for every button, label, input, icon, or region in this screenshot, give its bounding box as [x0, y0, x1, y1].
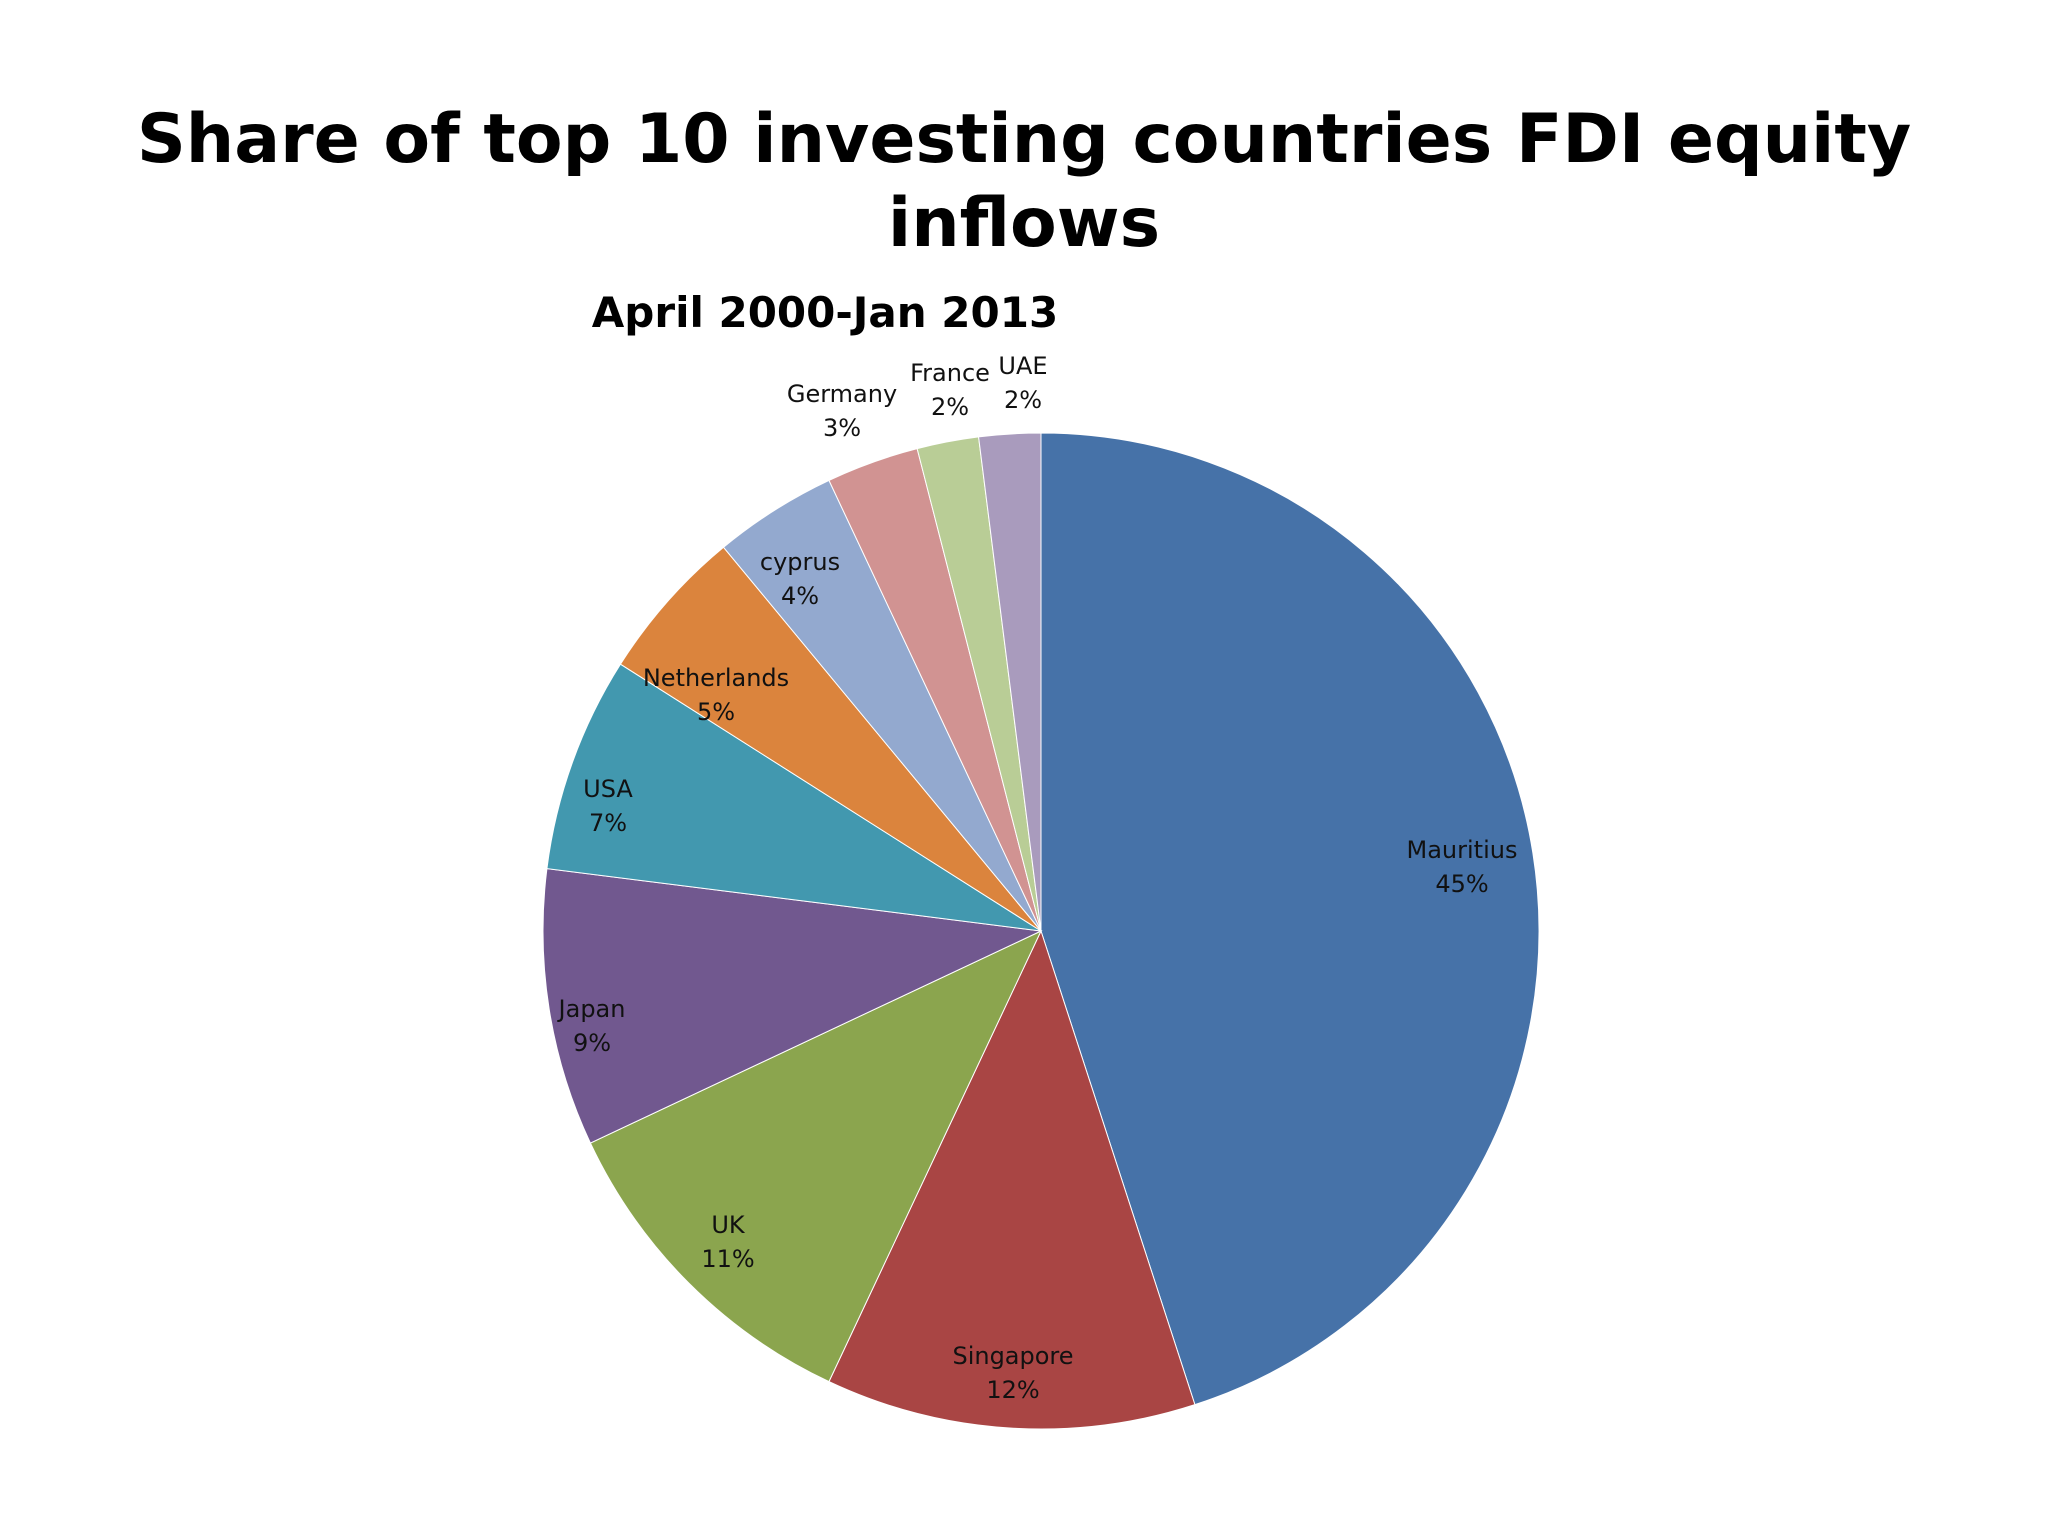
- slice-label-percent: 7%: [589, 809, 627, 837]
- slice-label-percent: 5%: [697, 698, 735, 726]
- slice-label-name: USA: [583, 775, 633, 803]
- slice-label-netherlands: Netherlands 5%: [643, 664, 789, 726]
- slice-label-name: UK: [711, 1211, 746, 1239]
- slice-label-name: cyprus: [760, 548, 840, 576]
- slice-label-germany: Germany 3%: [787, 380, 897, 442]
- slice-label-mauritius: Mauritius 45%: [1407, 836, 1518, 898]
- pie-slice-mauritius: [1040, 432, 1540, 1406]
- slice-label-percent: 2%: [1004, 386, 1042, 414]
- pie-slice-usa: [546, 663, 1042, 932]
- pie-slice-uk: [589, 929, 1043, 1383]
- slice-label-name: UAE: [998, 352, 1047, 380]
- slice-label-percent: 11%: [701, 1245, 754, 1273]
- slice-label-name: France: [910, 359, 990, 387]
- slice-label-percent: 9%: [573, 1029, 611, 1057]
- pie-slice-japan: [542, 868, 1043, 1144]
- slice-label-percent: 3%: [823, 414, 861, 442]
- slice-label-cyprus: cyprus 4%: [760, 548, 840, 610]
- slice-label-name: Singapore: [952, 1342, 1073, 1370]
- slice-label-france: France 2%: [910, 359, 990, 421]
- slide-title: Share of top 10 investing countries FDI …: [136, 100, 1912, 263]
- slice-label-usa: USA 7%: [583, 775, 633, 837]
- slice-label-name: Mauritius: [1407, 836, 1518, 864]
- pie-slice-netherlands: [619, 546, 1042, 932]
- slice-label-name: Netherlands: [643, 664, 789, 692]
- pie-slices: [542, 432, 1540, 1430]
- slice-label-percent: 2%: [931, 393, 969, 421]
- slice-label-uk: UK 11%: [701, 1211, 754, 1273]
- pie-labels: Mauritius 45% Singapore 12% UK 11% Japan 9% USA 7…: [557, 352, 1518, 1404]
- slice-label-name: Japan: [557, 995, 626, 1023]
- chart-title: April 2000-Jan 2013: [592, 288, 1058, 337]
- slice-label-uae: UAE 2%: [998, 352, 1047, 414]
- slice-label-japan: Japan 9%: [557, 995, 626, 1057]
- pie-slice-singapore: [828, 929, 1196, 1430]
- slice-label-percent: 4%: [781, 582, 819, 610]
- slice-label-singapore: Singapore 12%: [952, 1342, 1073, 1404]
- slice-label-percent: 45%: [1435, 870, 1488, 898]
- slice-label-name: Germany: [787, 380, 897, 408]
- slice-label-percent: 12%: [986, 1376, 1039, 1404]
- pie-slice-uae: [978, 432, 1042, 932]
